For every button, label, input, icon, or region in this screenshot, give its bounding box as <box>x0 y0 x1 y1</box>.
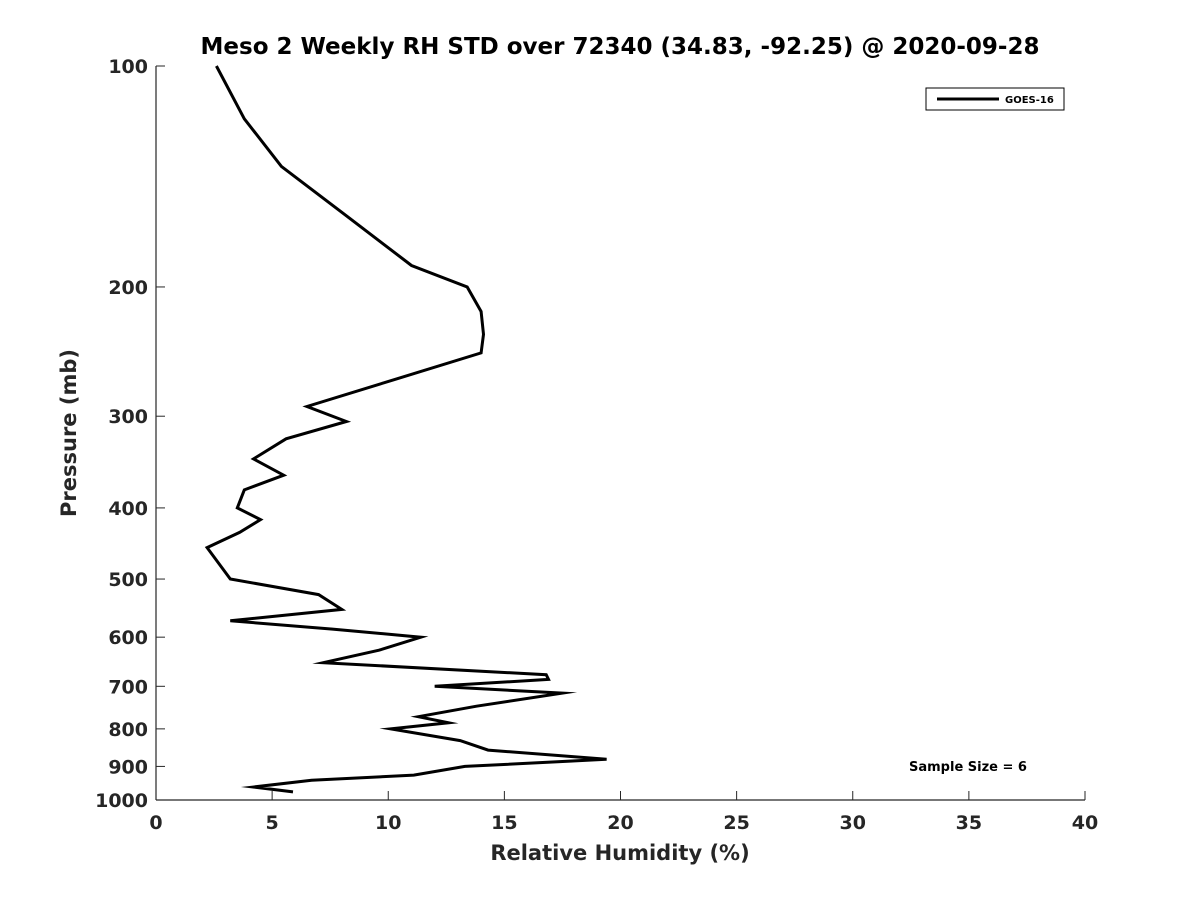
x-tick-label: 0 <box>149 812 162 834</box>
x-tick-label: 35 <box>956 812 982 834</box>
y-tick-label: 300 <box>108 406 148 428</box>
x-tick-label: 10 <box>375 812 401 834</box>
series-layer <box>204 65 607 794</box>
x-tick-label: 40 <box>1072 812 1098 834</box>
y-tick-label: 1000 <box>95 790 148 812</box>
y-tick-label: 900 <box>108 756 148 778</box>
y-axis-label: Pressure (mb) <box>57 349 81 517</box>
sample-size-annotation: Sample Size = 6 <box>909 760 1027 775</box>
chart-title: Meso 2 Weekly RH STD over 72340 (34.83, … <box>201 34 1040 60</box>
x-tick-label: 30 <box>840 812 866 834</box>
legend-label-goes-16: GOES-16 <box>1005 95 1054 106</box>
y-tick-label: 200 <box>108 277 148 299</box>
legend: GOES-16 <box>925 87 1065 111</box>
y-tick-label: 700 <box>108 676 148 698</box>
y-tick-label: 600 <box>108 627 148 649</box>
y-tick-label: 100 <box>108 56 148 78</box>
series-line-0 <box>204 65 607 794</box>
x-tick-label: 25 <box>723 812 749 834</box>
y-tick-label: 500 <box>108 569 148 591</box>
x-tick-label: 20 <box>607 812 633 834</box>
x-tick-label: 5 <box>266 812 279 834</box>
y-tick-label: 800 <box>108 719 148 741</box>
x-tick-label: 15 <box>491 812 517 834</box>
y-axis-ticks: 100 200 300 400 500 600 700 800 900 1000 <box>95 56 165 812</box>
y-tick-label: 400 <box>108 498 148 520</box>
x-axis-ticks: 0 5 10 15 20 25 30 35 40 <box>149 791 1098 834</box>
x-axis-label: Relative Humidity (%) <box>490 841 749 865</box>
